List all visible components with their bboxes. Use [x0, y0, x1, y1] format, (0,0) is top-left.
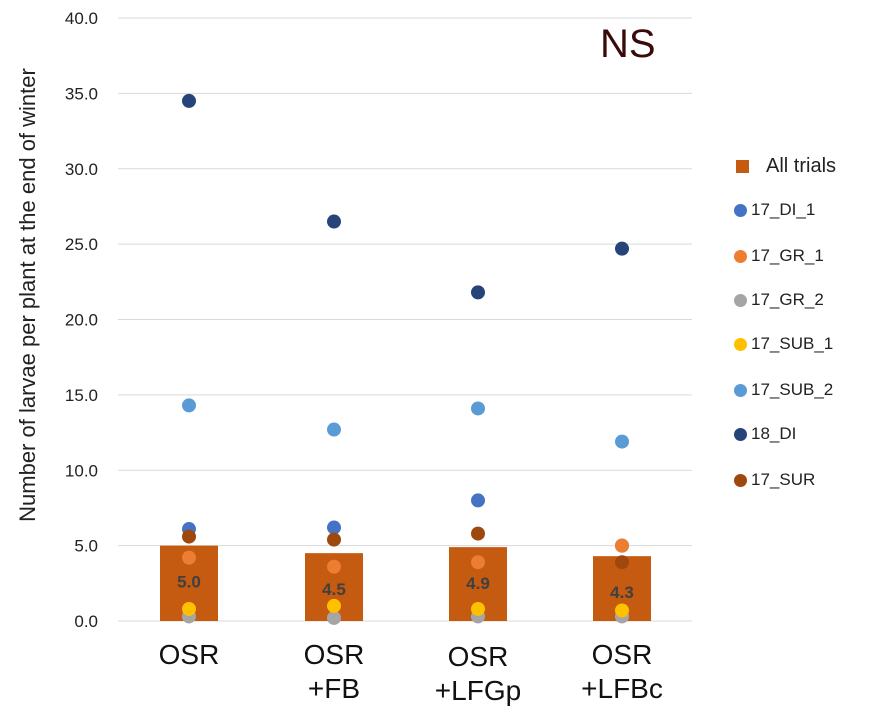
data-point-17-sur	[615, 555, 629, 570]
legend-item: 18_DI	[730, 421, 796, 447]
data-point-17-sub-2	[615, 434, 629, 449]
data-point-17-sub-2	[182, 398, 196, 413]
bar-value-label: 4.9	[466, 574, 490, 593]
legend-swatch	[734, 203, 747, 217]
y-tick-label: 15.0	[65, 386, 98, 405]
data-point-17-sub-1	[471, 601, 485, 616]
y-tick-label: 35.0	[65, 84, 98, 103]
x-tick-label-line1: OSR	[303, 639, 365, 670]
legend-item: 17_GR_2	[730, 287, 824, 313]
legend-label: 17_SUB_2	[751, 380, 834, 399]
legend-item: 17_SUR	[730, 467, 815, 493]
bar-value-label: 4.5	[322, 580, 346, 599]
legend-label: 17_GR_1	[751, 246, 824, 265]
y-tick-labels: 0.0 5.0 10.0 15.0 20.0 25.0 30.0 35.0 40.0	[65, 9, 98, 631]
data-point-18-di	[182, 93, 196, 108]
legend-swatch	[734, 427, 747, 441]
x-tick-label: OSR +LFGp	[408, 640, 548, 708]
data-point-17-sub-1	[327, 598, 341, 613]
x-tick-label-line1: OSR	[447, 641, 509, 672]
data-point-17-sub-2	[327, 422, 341, 437]
data-point-17-sur	[471, 526, 485, 541]
legend-item: 17_SUB_2	[730, 377, 833, 403]
legend-label: All trials	[766, 154, 837, 177]
legend-item: 17_DI_1	[730, 197, 815, 223]
y-tick-label: 20.0	[65, 311, 98, 330]
legend-item: All trials	[730, 153, 836, 179]
x-tick-label-line1: OSR	[158, 639, 220, 670]
data-point-18-di	[327, 214, 341, 229]
data-point-17-gr-1	[615, 538, 629, 553]
data-point-17-sur	[182, 529, 196, 544]
x-tick-label-line2: +LFGp	[434, 675, 522, 706]
y-tick-label: 0.0	[74, 612, 98, 631]
significance-annotation: NS	[600, 22, 656, 66]
legend-swatch	[734, 337, 747, 351]
legend-swatch	[734, 293, 747, 307]
data-point-17-sub-1	[615, 603, 629, 618]
legend-item: 17_SUB_1	[730, 331, 833, 357]
legend-swatch	[736, 159, 749, 173]
data-point-18-di	[615, 241, 629, 256]
data-point-17-di-1	[327, 520, 341, 535]
legend-label: 17_SUR	[751, 470, 816, 489]
y-tick-label: 30.0	[65, 160, 98, 179]
data-point-17-sur	[327, 532, 341, 547]
x-tick-label: OSR +LFBc	[552, 638, 692, 706]
bar-labels: 5.0 4.5 4.9 4.3	[177, 573, 634, 603]
bar-value-label: 4.3	[610, 583, 634, 602]
data-point-17-di-1	[471, 493, 485, 508]
gridlines	[118, 17, 692, 622]
legend-item: 17_GR_1	[730, 243, 824, 269]
legend-swatch	[734, 383, 747, 397]
data-point-17-sub-1	[182, 601, 196, 616]
x-tick-label-line2: +FB	[307, 673, 361, 704]
x-tick-label-line2: +LFBc	[581, 673, 663, 704]
data-point-17-sub-2	[471, 401, 485, 416]
x-tick-label: OSR +FB	[264, 638, 404, 706]
data-point-17-gr-1	[471, 555, 485, 570]
legend-label: 18_DI	[751, 424, 797, 443]
legend-swatch	[734, 473, 747, 487]
data-point-17-gr-1	[182, 550, 196, 565]
data-point-17-gr-2	[327, 610, 341, 625]
bar-value-label: 5.0	[177, 573, 201, 592]
legend-label: 17_GR_2	[751, 290, 824, 309]
y-tick-label: 40.0	[65, 9, 98, 28]
y-tick-label: 25.0	[65, 235, 98, 254]
data-point-18-di	[471, 285, 485, 300]
x-tick-label: OSR	[119, 638, 259, 672]
y-axis-label: Number of larvae per plant at the end of…	[15, 68, 40, 522]
x-tick-label-line1: OSR	[591, 639, 653, 670]
y-tick-label: 10.0	[65, 461, 98, 480]
legend-label: 17_SUB_1	[751, 334, 834, 353]
y-tick-label: 5.0	[74, 537, 98, 556]
legend-label: 17_DI_1	[751, 200, 816, 219]
legend-swatch	[734, 249, 747, 263]
bars	[160, 545, 651, 621]
data-point-17-gr-1	[327, 559, 341, 574]
points	[182, 93, 629, 625]
